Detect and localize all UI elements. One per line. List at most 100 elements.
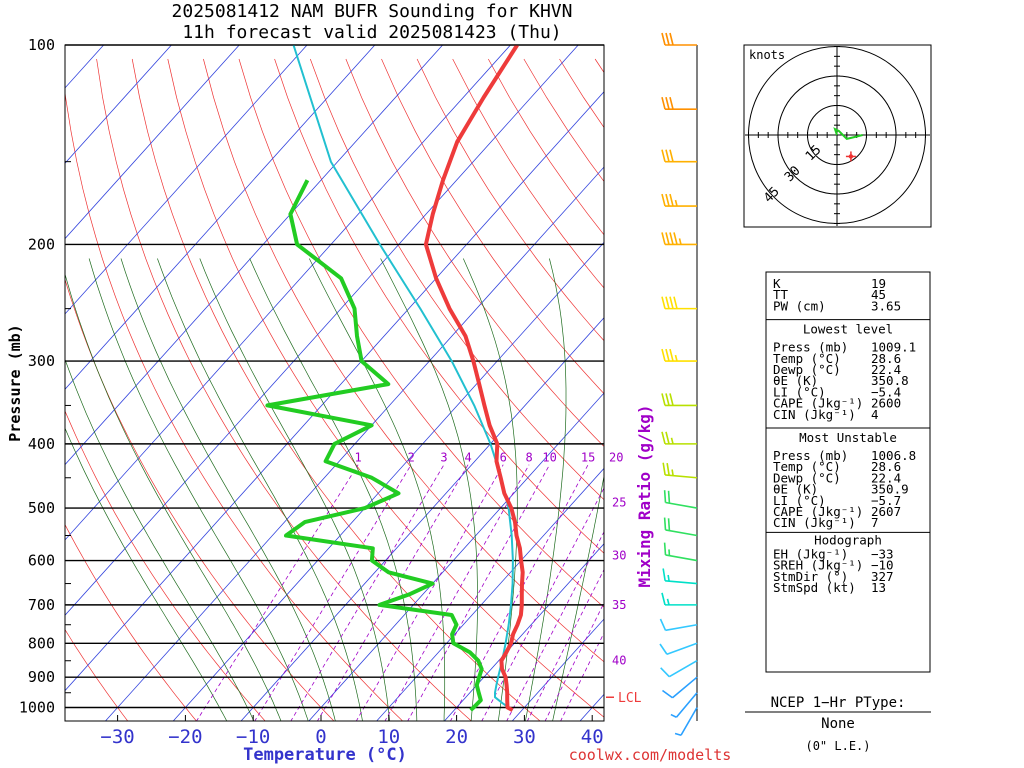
dry-adiabat [345,58,604,447]
hodograph-trace [833,127,863,141]
pressure-tick-label: 800 [28,634,55,652]
moist-adiabat [199,258,390,721]
isotherm [65,45,376,390]
moist-adiabat [380,258,478,721]
index-value: 19 [871,276,886,291]
indices-section-title: Most Unstable [799,430,897,445]
temperature-tick-labels: −30 −20 −10 0 10 20 30 40 [100,715,604,748]
mixing-ratio-label: 15 [581,451,595,465]
moist-adiabat [552,474,604,721]
index-label: Temp (°C) [773,351,841,366]
wind-barb [663,542,698,562]
dry-adiabat [203,58,604,663]
pressure-tick-label: 900 [28,668,55,686]
wind-barb [661,348,697,362]
mixing-ratio-label: 3 [440,451,447,465]
index-value: 2607 [871,504,901,519]
mixing-ratio-label: 10 [542,451,556,465]
isotherm [376,467,604,721]
index-label: StmSpd (kt) [773,580,856,595]
mixing-ratio-label: 25 [612,495,626,509]
x-axis-label: Temperature (°C) [243,745,407,765]
dry-adiabat [65,523,197,721]
index-value: −10 [871,558,894,573]
pressure-tick-label: 300 [28,352,55,370]
temperature-tick-label: 40 [581,726,604,748]
wind-barb [661,296,697,310]
mixing-ratio-line [254,464,412,721]
mixing-ratio-label: 20 [609,451,623,465]
wind-barbs [659,32,698,736]
isotherm [172,241,604,721]
index-label: EH (Jkg⁻¹) [773,546,848,561]
wind-barb [674,707,698,736]
temperature-tick-label: −20 [168,726,202,748]
index-label: LI (°C) [773,384,826,399]
index-value: 350.8 [871,373,909,388]
indices-frame [765,271,931,673]
hodograph-units-label: knots [749,48,785,62]
index-value: −5.7 [871,493,901,508]
isotherm [65,45,511,541]
wind-barb [662,568,698,585]
wind-barb [661,32,697,46]
mixing-ratio-label: 30 [612,549,626,563]
ptype-title: NCEP 1−Hr PType: [771,695,906,711]
moist-adiabat [525,258,567,721]
dry-adiabat [238,58,604,608]
index-label: CIN (Jkg⁻¹) [773,515,856,530]
wind-barb [663,490,698,509]
isotherm [104,166,604,721]
index-label: Press (mb) [773,340,848,355]
mixing-ratio-label: 35 [612,598,626,612]
temperature-tick-label: −30 [100,726,134,748]
dry-adiabat [65,278,335,721]
parcel-trace [292,45,514,711]
mixing-ratio-labels: 1 2 3 4 6 8 10 15 20 25 30 35 40 [355,451,627,668]
index-value: 2600 [871,396,901,411]
index-label: Dewp (°C) [773,470,841,485]
wind-barb [662,676,698,699]
wind-barb [661,592,697,606]
dry-adiabat [381,58,604,395]
ptype-accum: (0" L.E.) [805,739,870,753]
moist-adiabat [308,258,446,721]
mixing-ratio-axis-label: Mixing Ratio (g/kg) [635,404,654,587]
mixing-ratio-label: 40 [612,654,626,668]
isotherm [240,317,604,721]
mixing-ratio-label: 6 [500,451,507,465]
index-label: θE (K) [773,482,818,497]
temperature-tick-label: 20 [445,726,468,748]
temperature-tick-label: 10 [377,726,400,748]
sounding-traces [265,45,525,712]
index-value: 22.4 [871,362,901,377]
index-value: 1006.8 [871,448,916,463]
isotherm [65,45,172,164]
wind-barb [661,97,697,111]
indices-section-title: Lowest level [803,322,893,337]
index-label: Temp (°C) [773,459,841,474]
dry-adiabat [65,410,266,721]
isotherm [443,543,604,721]
moist-adiabat [120,258,336,721]
isotherm [65,45,308,315]
mixing-ratio-label: 8 [525,451,532,465]
moist-adiabat [88,258,309,721]
isotherm [65,45,444,466]
wind-barb [661,393,697,407]
moist-adiabat [65,273,282,721]
index-label: Press (mb) [773,448,848,463]
mixing-ratio-line [481,487,604,721]
dry-adiabat [274,58,604,554]
temperature-tick-label: 30 [513,726,536,748]
index-value: 7 [871,515,879,530]
index-value: −5.4 [871,384,901,399]
index-label: K [773,276,781,291]
wind-barb [661,232,697,246]
lcl-label: LCL [618,691,642,706]
index-value: 327 [871,569,894,584]
mixing-ratio-label: 1 [355,451,362,465]
moist-adiabat [65,427,228,721]
plot-frame [64,44,605,722]
